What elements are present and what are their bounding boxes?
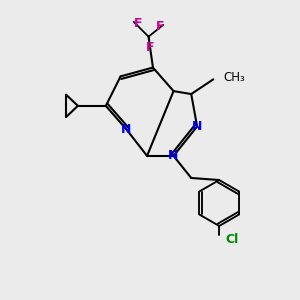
Text: N: N <box>168 149 179 162</box>
Text: F: F <box>156 20 165 33</box>
Text: F: F <box>146 41 154 54</box>
Text: CH₃: CH₃ <box>224 71 245 84</box>
Text: N: N <box>121 123 132 136</box>
Text: F: F <box>134 17 142 30</box>
Text: Cl: Cl <box>225 233 238 246</box>
Text: N: N <box>192 120 202 133</box>
